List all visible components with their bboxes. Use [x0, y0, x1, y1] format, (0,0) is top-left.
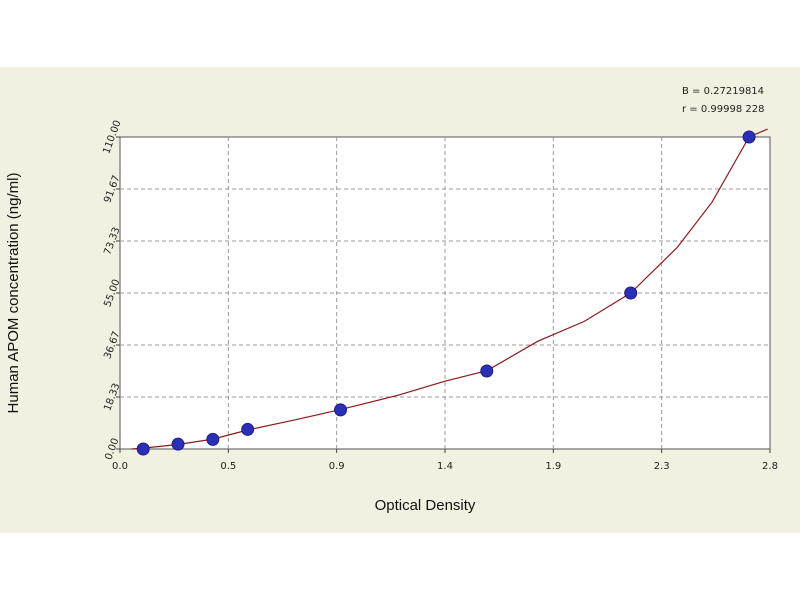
- data-point: [480, 364, 494, 378]
- x-tick-label: 0.5: [220, 461, 236, 472]
- y-axis-title: Human APOM concentration (ng/ml): [5, 173, 22, 414]
- fit-curve: [131, 128, 768, 450]
- x-tick-label: 2.3: [654, 461, 670, 472]
- data-point: [742, 130, 756, 144]
- data-point: [334, 403, 348, 417]
- x-tick-label: 2.8: [762, 461, 778, 472]
- data-point: [241, 422, 255, 436]
- x-tick-label: 0.9: [329, 461, 345, 472]
- fit-parameter-b: B = 0.27219814: [682, 86, 765, 97]
- x-tick-label: 1.4: [437, 461, 453, 472]
- data-point: [624, 286, 638, 300]
- x-axis-title: Optical Density: [375, 497, 476, 514]
- data-point: [171, 437, 185, 451]
- x-tick-label: 0.0: [112, 461, 128, 472]
- chart-panel: 0.0 0.5 0.9 1.4 1.9 2.3 2.8 0.00 18.33 36.67 55.0…: [0, 67, 800, 533]
- fit-correlation-r: r = 0.99998 228: [682, 104, 765, 115]
- x-axis-ticks: 0.0 0.5 0.9 1.4 1.9 2.3 2.8: [112, 449, 778, 472]
- data-point: [136, 442, 150, 456]
- chart-canvas: 0.0 0.5 0.9 1.4 1.9 2.3 2.8 0.0018.3336.6755.0…: [5, 119, 778, 514]
- x-tick-label: 1.9: [545, 461, 561, 472]
- data-point: [206, 432, 220, 446]
- data-points: [136, 130, 756, 456]
- grid-lines: [120, 137, 770, 449]
